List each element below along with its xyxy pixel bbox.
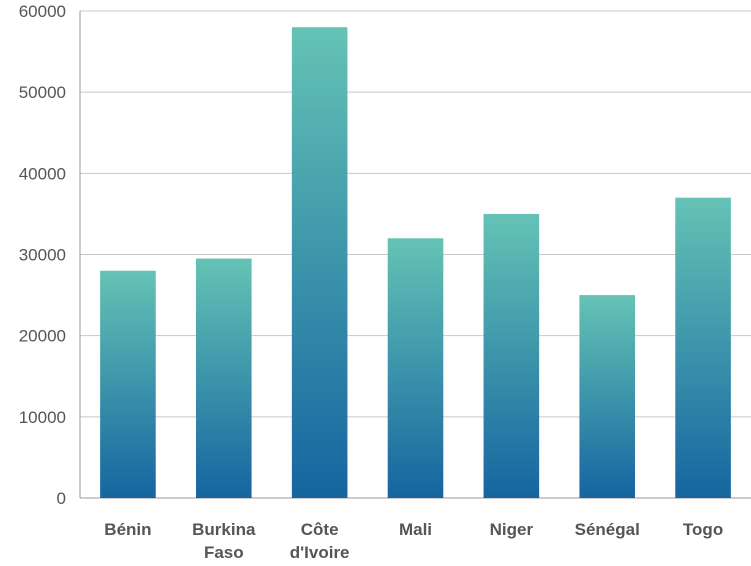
bar bbox=[195, 258, 252, 498]
y-axis-tick-labels: 0 10000 20000 30000 40000 50000 60000 bbox=[19, 2, 66, 508]
y-tick-label: 10000 bbox=[19, 408, 66, 427]
bar bbox=[483, 213, 540, 498]
bar bbox=[100, 270, 156, 498]
y-tick-label: 40000 bbox=[19, 164, 66, 183]
bars bbox=[100, 27, 731, 498]
x-tick-label: Niger bbox=[490, 520, 534, 539]
y-tick-label: 60000 bbox=[19, 2, 66, 21]
y-tick-label: 0 bbox=[57, 489, 66, 508]
y-tick-label: 30000 bbox=[19, 246, 66, 265]
bar bbox=[291, 27, 348, 498]
x-tick-label: d'Ivoire bbox=[290, 543, 350, 562]
x-tick-label: Togo bbox=[683, 520, 723, 539]
y-tick-label: 20000 bbox=[19, 327, 66, 346]
x-axis-tick-labels: Bénin Burkina Faso Côte d'Ivoire Mali Niger Sén… bbox=[104, 520, 723, 562]
bar bbox=[675, 197, 731, 498]
x-tick-label: Côte bbox=[301, 520, 339, 539]
bar bbox=[387, 238, 444, 498]
x-tick-label: Bénin bbox=[104, 520, 151, 539]
x-tick-label: Sénégal bbox=[575, 520, 640, 539]
bar bbox=[579, 295, 636, 498]
x-tick-label: Mali bbox=[399, 520, 432, 539]
y-tick-label: 50000 bbox=[19, 83, 66, 102]
x-tick-label: Burkina bbox=[192, 520, 256, 539]
x-tick-label: Faso bbox=[204, 543, 244, 562]
